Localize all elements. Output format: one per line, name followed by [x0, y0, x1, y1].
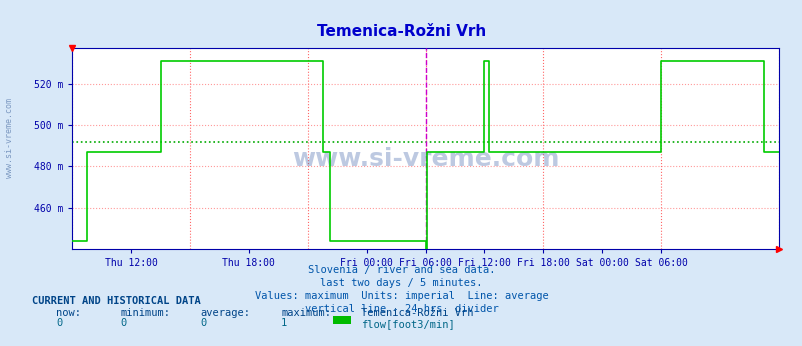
Text: 0: 0: [200, 318, 207, 328]
Text: vertical line - 24 hrs  divider: vertical line - 24 hrs divider: [304, 304, 498, 314]
Text: Temenica-Rožni Vrh: Temenica-Rožni Vrh: [361, 308, 473, 318]
Text: last two days / 5 minutes.: last two days / 5 minutes.: [320, 278, 482, 288]
Text: minimum:: minimum:: [120, 308, 170, 318]
Text: maximum:: maximum:: [281, 308, 330, 318]
Text: average:: average:: [200, 308, 250, 318]
Text: 0: 0: [120, 318, 127, 328]
Text: Values: maximum  Units: imperial  Line: average: Values: maximum Units: imperial Line: av…: [254, 291, 548, 301]
Text: CURRENT AND HISTORICAL DATA: CURRENT AND HISTORICAL DATA: [32, 296, 200, 306]
Text: 0: 0: [56, 318, 63, 328]
Text: www.si-vreme.com: www.si-vreme.com: [5, 98, 14, 179]
Text: now:: now:: [56, 308, 81, 318]
Text: flow[foot3/min]: flow[foot3/min]: [361, 319, 455, 329]
Text: Temenica-Rožni Vrh: Temenica-Rožni Vrh: [317, 24, 485, 39]
Text: www.si-vreme.com: www.si-vreme.com: [291, 147, 559, 171]
Text: Slovenia / river and sea data.: Slovenia / river and sea data.: [307, 265, 495, 275]
Text: 1: 1: [281, 318, 287, 328]
